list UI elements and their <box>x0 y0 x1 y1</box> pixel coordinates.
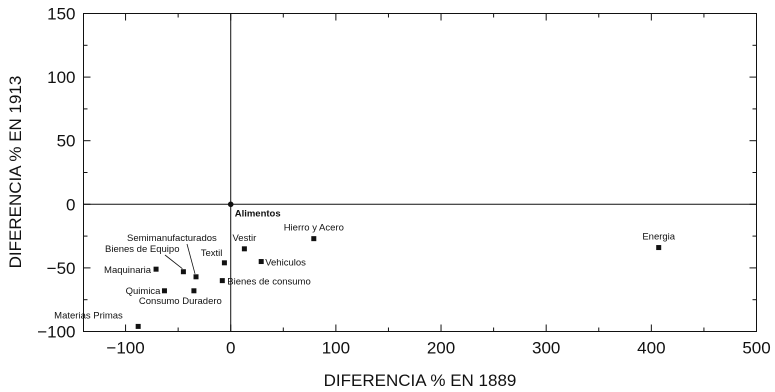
data-point <box>191 288 197 294</box>
point-label: Textil <box>201 248 223 259</box>
y-axis-title: DIFERENCIA % EN 1913 <box>6 76 25 269</box>
data-point <box>656 245 662 251</box>
point-label: Hierro y Acero <box>284 223 344 234</box>
point-label: Semimanufacturados <box>127 233 217 244</box>
y-tick-label: 0 <box>66 195 75 214</box>
y-tick-label: 100 <box>47 68 75 87</box>
y-tick-label: −50 <box>47 259 76 278</box>
point-label: Alimentos <box>235 208 281 219</box>
x-tick-label: 0 <box>226 339 235 358</box>
data-point <box>193 274 199 280</box>
data-point <box>241 246 247 252</box>
data-points <box>135 201 662 329</box>
data-point <box>153 266 159 272</box>
data-point <box>180 269 186 275</box>
leader-lines <box>164 243 196 274</box>
reference-lines <box>83 13 757 332</box>
point-label: Vehiculos <box>265 258 306 269</box>
data-point <box>258 259 264 265</box>
leader-line <box>164 254 183 270</box>
data-point <box>227 201 234 208</box>
tick-labels: −100 0 100 200 300 400 500 −100 −50 0 50 100 150 <box>37 5 770 358</box>
plot-frame <box>83 13 757 332</box>
point-label: Vestir <box>233 233 257 244</box>
data-point <box>135 323 141 329</box>
point-label: Materias Primas <box>54 310 123 321</box>
point-label: Consumo Duradero <box>139 296 222 307</box>
data-point <box>221 260 227 266</box>
point-label: Bienes de Equipo <box>105 244 179 255</box>
x-tick-label: 300 <box>532 339 560 358</box>
point-label: Maquinaria <box>104 265 152 276</box>
x-axis-title: DIFERENCIA % EN 1889 <box>324 371 517 390</box>
point-label: Energia <box>642 232 675 243</box>
point-labels: Alimentos Energia Hierro y Acero Vestir Vehi… <box>54 208 676 321</box>
x-tick-label: 400 <box>637 339 665 358</box>
data-point <box>311 236 317 242</box>
y-tick-label: −100 <box>37 323 75 342</box>
x-tick-label: 500 <box>742 339 770 358</box>
y-tick-label: 150 <box>47 5 75 24</box>
point-label: Bienes de consumo <box>227 277 310 288</box>
data-point <box>161 288 167 294</box>
x-tick-label: 100 <box>322 339 350 358</box>
data-point <box>219 278 225 284</box>
axis-ticks <box>83 13 757 332</box>
x-tick-label: −100 <box>106 339 144 358</box>
leader-line <box>186 243 196 274</box>
point-label: Quimica <box>126 286 162 297</box>
y-tick-label: 50 <box>57 132 76 151</box>
x-tick-label: 200 <box>427 339 455 358</box>
